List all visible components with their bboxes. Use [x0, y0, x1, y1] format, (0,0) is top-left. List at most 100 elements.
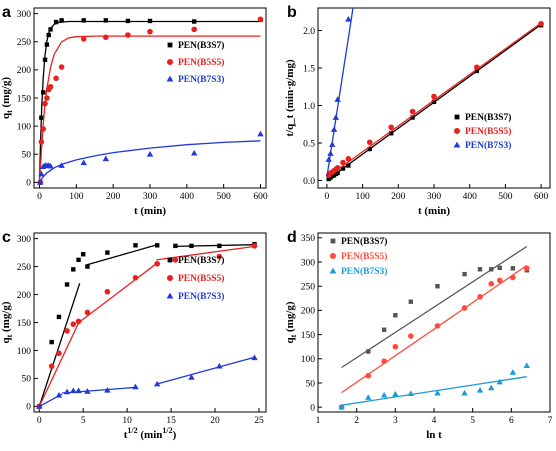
plot-area [338, 245, 530, 410]
legend-label: PEN(B7S3) [341, 266, 387, 277]
legend-label: PEN(B5S5) [465, 126, 511, 137]
y-tick-label: 2.0 [303, 27, 315, 37]
plot-frame [33, 7, 267, 189]
x-tick-label: 6 [509, 416, 514, 426]
fit-line [38, 322, 80, 407]
x-tick-label: 200 [391, 192, 406, 202]
x-tick-label: 7 [548, 416, 553, 426]
data-point [393, 313, 398, 318]
legend-label: PEN(B3S7) [341, 236, 387, 247]
data-point [474, 68, 480, 74]
y-axis-label: t/q_t (min·g/mg) [284, 59, 296, 137]
series-PEN(B3S7) [37, 241, 257, 409]
data-point [476, 387, 484, 393]
data-point [48, 27, 53, 32]
data-point [84, 388, 91, 394]
y-tick-label: 300 [301, 258, 316, 268]
data-point [58, 162, 65, 168]
data-point [496, 378, 503, 385]
data-point [64, 328, 70, 334]
y-axis-label: qt (mg/g) [0, 77, 14, 119]
data-point [392, 390, 399, 397]
data-point [477, 294, 483, 300]
legend: PEN(B3S7) PEN(B5S5) PEN(B7S3) [329, 236, 387, 277]
data-point [409, 108, 416, 115]
data-point [488, 280, 495, 287]
series-PEN(B7S3) [338, 362, 530, 410]
y-tick-label: 250 [17, 38, 32, 48]
x-tick-label: 300 [143, 192, 158, 202]
data-point [461, 305, 468, 311]
y-tick-label: 0.0 [303, 177, 315, 187]
data-point [102, 155, 110, 162]
data-point [365, 372, 372, 379]
data-point [53, 75, 59, 82]
data-point [44, 95, 50, 101]
plot-area [325, 8, 544, 182]
y-axis-label-part: (mg/g) [284, 301, 296, 335]
data-point [524, 265, 530, 272]
x-axis-label: ln t [426, 429, 442, 441]
panel-letter: b [287, 4, 297, 21]
data-point [340, 166, 346, 171]
data-point [338, 403, 345, 410]
data-point [167, 275, 173, 281]
fit-line [156, 245, 255, 261]
data-point [366, 349, 371, 354]
data-point [172, 257, 179, 263]
data-point [334, 96, 341, 102]
data-point [190, 149, 198, 156]
data-point [53, 19, 59, 25]
data-point [70, 321, 77, 327]
x-tick-label: 0 [37, 192, 42, 202]
data-point [434, 323, 441, 329]
data-point [36, 403, 43, 409]
y-tick-label: 1.5 [303, 64, 315, 74]
data-point [538, 20, 544, 27]
fit-line [341, 264, 528, 394]
data-point [330, 126, 338, 132]
x-tick-label: 20 [210, 416, 220, 426]
data-point [38, 139, 45, 145]
data-point [489, 267, 494, 272]
x-tick-label: 100 [355, 192, 370, 202]
fit-line [326, 22, 542, 179]
legend: PEN(B3S7) PEN(B5S5) PEN(B7S3) [453, 112, 511, 151]
x-tick-label: 5 [81, 416, 86, 426]
data-point [257, 130, 264, 137]
series-PEN(B5S5) [338, 264, 530, 410]
data-point [365, 394, 372, 400]
x-tick-label: 600 [253, 192, 268, 202]
data-point [251, 354, 258, 361]
x-tick-label: 25 [254, 416, 264, 426]
fit-line [156, 356, 255, 385]
data-point [105, 250, 110, 255]
y-tick-label: 350 [301, 234, 316, 244]
legend-label: PEN(B5S5) [178, 273, 224, 284]
data-point [345, 155, 352, 162]
legend-label: PEN(B3S7) [178, 255, 224, 266]
data-point [462, 271, 467, 277]
data-point [431, 99, 437, 104]
y-axis-label: qt (mg/g) [0, 301, 14, 343]
data-point [49, 339, 54, 345]
data-point [340, 159, 346, 166]
x-tick-label: 1 [316, 416, 321, 426]
data-point [345, 16, 352, 22]
data-point [81, 252, 86, 257]
data-point [56, 350, 62, 357]
data-point [48, 363, 55, 369]
x-tick-label: 400 [180, 192, 195, 202]
data-point [75, 387, 82, 394]
x-tick-label: 2 [354, 416, 359, 426]
y-axis-label-part: q [284, 337, 296, 344]
series-PEN(B7S3) [37, 130, 264, 185]
data-point [332, 114, 340, 120]
x-axis-label-part: (min [138, 429, 163, 441]
y-tick-label: 100 [17, 347, 32, 357]
x-tick-label: 100 [69, 192, 84, 202]
x-tick-label: 500 [217, 192, 232, 202]
series-PEN(B5S5) [37, 16, 264, 186]
data-point [346, 163, 351, 168]
